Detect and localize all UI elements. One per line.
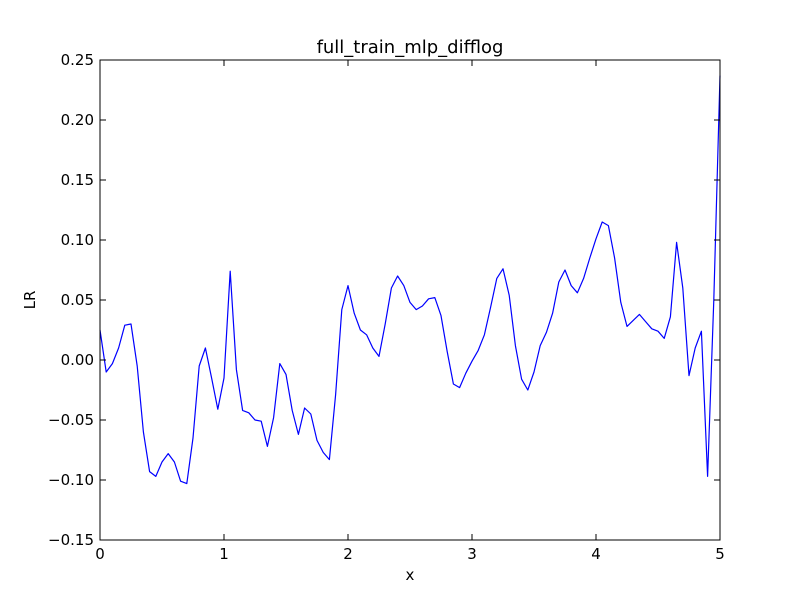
y-tick-label: −0.05 — [48, 411, 94, 429]
y-tick-label: −0.15 — [48, 531, 94, 549]
y-tick-label: 0.15 — [61, 171, 94, 189]
series-layer — [99, 75, 721, 485]
chart-title: full_train_mlp_difflog — [317, 37, 504, 58]
x-tick-label: 2 — [343, 545, 353, 563]
y-tick-label: −0.10 — [48, 471, 94, 489]
x-tick-label: 3 — [467, 545, 477, 563]
x-tick-label: 5 — [715, 545, 725, 563]
y-tick-label: 0.20 — [61, 111, 94, 129]
x-tick-label: 0 — [95, 545, 105, 563]
x-axis: 0 1 2 3 4 5 — [95, 60, 725, 563]
y-tick-label: 0.25 — [61, 51, 94, 69]
y-tick-label: 0.00 — [61, 351, 94, 369]
y-tick-label: 0.05 — [61, 291, 94, 309]
x-axis-label: x — [406, 566, 415, 584]
y-tick-label: 0.10 — [61, 231, 94, 249]
series-line-0 — [99, 75, 721, 485]
y-axis-label: LR — [21, 291, 39, 310]
y-axis: −0.15 −0.10 −0.05 0.00 0.05 0.10 0.15 0.20 0.25 — [48, 51, 720, 549]
x-tick-label: 4 — [591, 545, 601, 563]
plot-background — [100, 60, 720, 540]
x-tick-label: 1 — [219, 545, 229, 563]
